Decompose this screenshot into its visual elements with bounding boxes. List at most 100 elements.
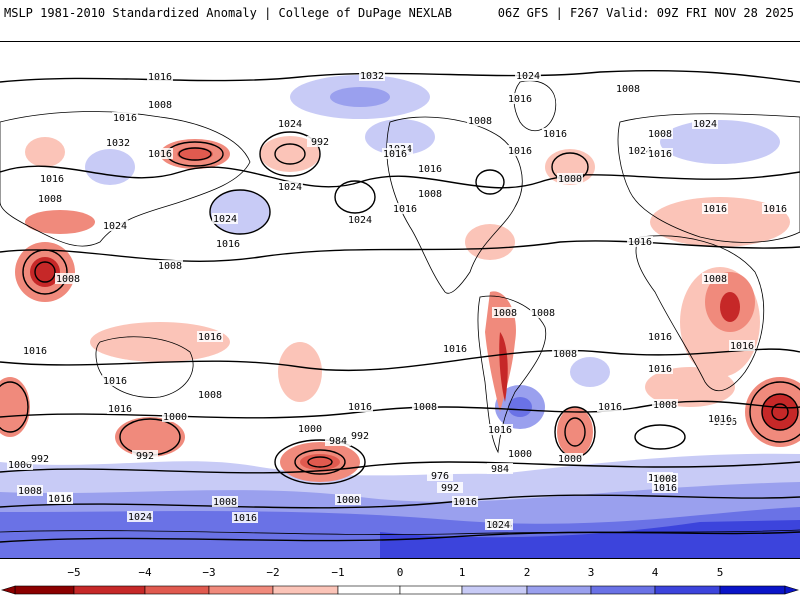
- isobar-label-bg: [452, 496, 478, 507]
- isobar-label: 1016: [653, 483, 677, 494]
- isobar-label: 1016: [508, 146, 532, 157]
- isobar-label: 1024: [348, 215, 372, 226]
- isobar-label-bg: [27, 453, 53, 464]
- isobar-label-bg: [335, 494, 361, 505]
- isobar-label-bg: [112, 112, 138, 123]
- isobar-label: 1016: [216, 239, 240, 250]
- colorbar-min-arrow: [0, 585, 16, 595]
- isobar-label-bg: [552, 348, 578, 359]
- colorbar-segment: [719, 585, 786, 595]
- colorbar-segment: [590, 585, 656, 595]
- colorbar-tick-label: 5: [716, 566, 724, 579]
- isobar-label-bg: [692, 118, 718, 129]
- colorbar-tick-label: 2: [523, 566, 531, 579]
- isobar-label: 984: [491, 464, 509, 475]
- isobar-label: 1008: [553, 349, 577, 360]
- isobar-label-bg: [197, 389, 223, 400]
- isobar-label-bg: [652, 473, 678, 484]
- model-valid-time: 06Z GFS | F267 Valid: 09Z FRI NOV 28 202…: [497, 6, 794, 20]
- isobar-label-bg: [47, 493, 73, 504]
- isobar-label-bg: [359, 70, 385, 81]
- isobar-label: 1024: [516, 71, 540, 82]
- isobar-label-bg: [157, 260, 183, 271]
- colorbar-segment: [208, 585, 274, 595]
- isobar-label-bg: [347, 430, 373, 441]
- isobar-label: 1016: [648, 364, 672, 375]
- isobar-label: 1008: [493, 308, 517, 319]
- isobar-label: 1016: [488, 425, 512, 436]
- isobar-label: 1008: [653, 400, 677, 411]
- isobar-label: 992: [441, 483, 459, 494]
- isobar-label-bg: [162, 411, 188, 422]
- isobar-label: 1016: [730, 341, 754, 352]
- isobar-label-bg: [417, 163, 443, 174]
- global-mslp-anomaly-map: 1016 1032 1024 1008 1016 1008 1016 1024 1008 1016…: [0, 41, 800, 559]
- isobar-label: 1016: [418, 164, 442, 175]
- isobar-label: 1016: [108, 404, 132, 415]
- colorbar-scale: [0, 585, 800, 595]
- isobar-label-bg: [297, 423, 323, 434]
- isobar-label: 1024: [278, 119, 302, 130]
- colorbar-segment: [272, 585, 339, 595]
- colorbar-tick-label: 1: [458, 566, 466, 579]
- colorbar-tick-label: −4: [138, 566, 152, 579]
- isobar-label: 1008: [38, 194, 62, 205]
- isobars: [0, 69, 800, 543]
- isobar-label-bg: [542, 128, 568, 139]
- isobar-label-bg: [215, 238, 241, 249]
- isobar-label-bg: [647, 363, 673, 374]
- isobar-label: 1000: [558, 454, 582, 465]
- isobar-label-bg: [412, 401, 438, 412]
- colorbar-segment: [461, 585, 528, 595]
- isobar-label-bg: [442, 343, 468, 354]
- isobar-label: 976: [431, 471, 449, 482]
- isobar-label: 1008: [703, 274, 727, 285]
- colorbar-segment: [14, 585, 75, 595]
- isobar-label-bg: [467, 115, 493, 126]
- colorbar-tick-label: 4: [651, 566, 659, 579]
- isobar-label: 1016: [703, 204, 727, 215]
- isobar-label-bg: [427, 470, 453, 481]
- isobar-label-bg: [102, 375, 128, 386]
- product-title: MSLP 1981-2010 Standardized Anomaly | Co…: [4, 6, 452, 20]
- isobar-label: 1000: [163, 412, 187, 423]
- isobar-label-bg: [147, 99, 173, 110]
- colorbar-tick-label: −1: [331, 566, 345, 579]
- isobar-label-bg: [652, 399, 678, 410]
- isobar-label-bg: [382, 148, 408, 159]
- isobar-label: 1008: [616, 84, 640, 95]
- isobar-label-bg: [277, 118, 303, 129]
- isobar-label: 1008: [413, 402, 437, 413]
- isobar-label: 1008: [648, 129, 672, 140]
- isobar-label-bg: [647, 331, 673, 342]
- isobar-label-bg: [507, 448, 533, 459]
- isobar-label-bg: [492, 307, 518, 318]
- isobar-label: 1016: [628, 237, 652, 248]
- isobar-label: 1032: [106, 138, 130, 149]
- isobar-label-bg: [55, 273, 81, 284]
- colorbar-tick-label: −3: [202, 566, 216, 579]
- colorbar-tick-label: 0: [396, 566, 404, 579]
- isobar-label: 1024: [103, 221, 127, 232]
- isobar-label-bg: [627, 236, 653, 247]
- colorbar-segment: [337, 585, 401, 595]
- isobar-label: 1016: [148, 72, 172, 83]
- isobar-label: 1016: [508, 94, 532, 105]
- isobar-label-bg: [557, 173, 583, 184]
- isobar-label: 1016: [148, 149, 172, 160]
- isobar-label-bg: [507, 145, 533, 156]
- colorbar-tick-label: −2: [266, 566, 280, 579]
- isobar-label: 1016: [453, 497, 477, 508]
- isobar-label-bg: [647, 148, 673, 159]
- isobar-label-bg: [197, 331, 223, 342]
- isobar-label-bg: [652, 482, 678, 493]
- isobar-label: 1008: [213, 497, 237, 508]
- isobar-label: 1016: [48, 494, 72, 505]
- isobar-label-bg: [707, 413, 733, 424]
- isobar-label: 1016: [198, 332, 222, 343]
- isobar-label: 1016: [648, 332, 672, 343]
- isobar-label: 1008: [198, 390, 222, 401]
- isobar-label: 1000: [336, 495, 360, 506]
- isobar-label: 1016: [383, 149, 407, 160]
- isobar-label: 1016: [443, 344, 467, 355]
